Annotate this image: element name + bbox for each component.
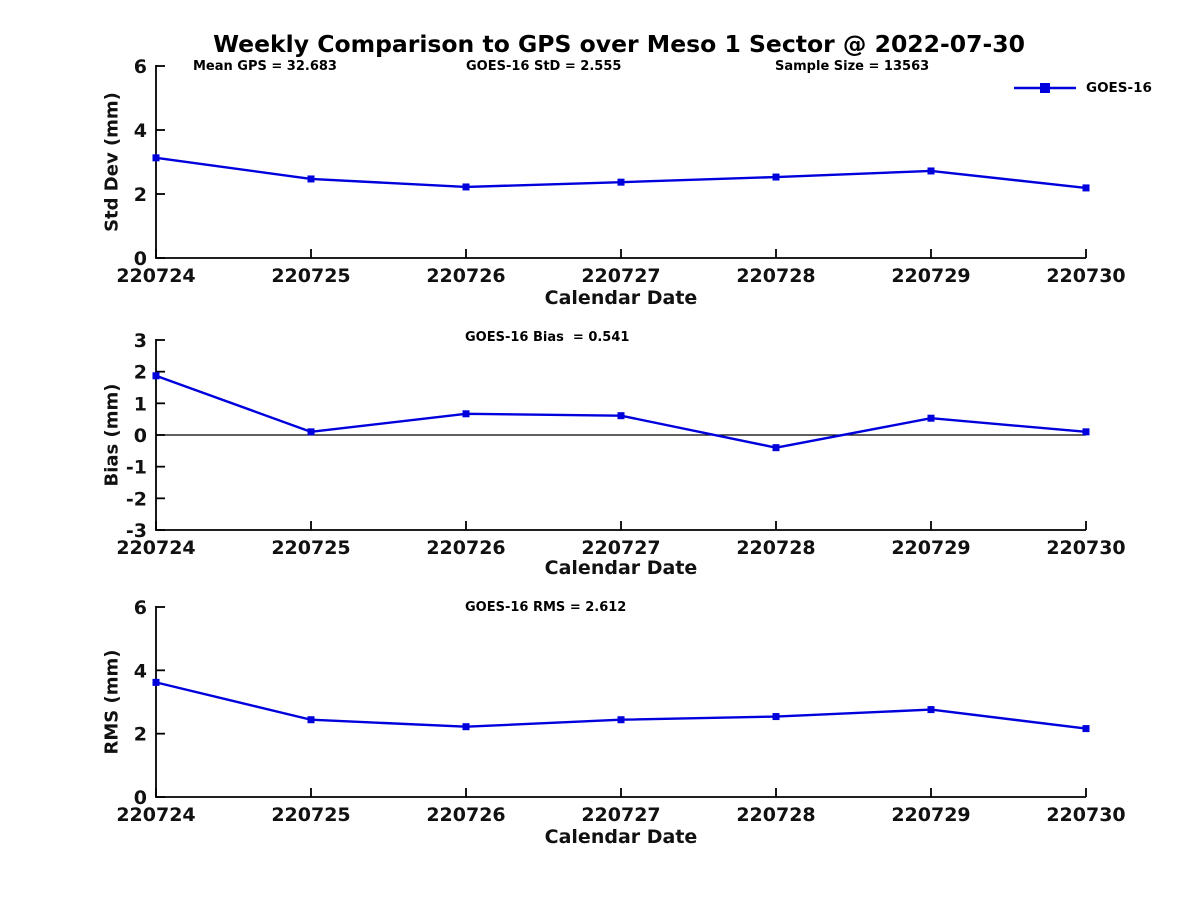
y-tick-label: 6 xyxy=(134,56,147,78)
y-tick-label: 6 xyxy=(134,597,147,619)
y-axis-label-bias: Bias (mm) xyxy=(101,383,123,487)
data-point-marker xyxy=(927,414,935,422)
data-point-marker xyxy=(772,173,780,181)
data-point-marker xyxy=(307,716,315,724)
y-tick-label: 1 xyxy=(134,393,147,415)
x-tick-label: 220725 xyxy=(271,265,350,287)
x-tick-label: 220726 xyxy=(426,265,505,287)
y-tick-label: 3 xyxy=(134,330,147,352)
x-tick-label: 220726 xyxy=(426,804,505,826)
y-tick-label: -1 xyxy=(126,457,147,479)
data-point-marker xyxy=(462,183,470,191)
x-tick-label: 220729 xyxy=(891,265,970,287)
x-tick-label: 220725 xyxy=(271,804,350,826)
axis xyxy=(155,65,1086,259)
data-point-marker xyxy=(617,716,625,724)
data-point-marker xyxy=(307,175,315,183)
y-tick-label: -2 xyxy=(126,488,147,510)
x-tick-label: 220729 xyxy=(891,537,970,559)
data-point-marker xyxy=(1082,428,1090,436)
axis xyxy=(155,606,1086,798)
y-tick-label: 2 xyxy=(134,724,147,746)
x-tick-label: 220727 xyxy=(581,804,660,826)
x-tick-label: 220730 xyxy=(1046,265,1125,287)
legend: GOES-16 xyxy=(1013,80,1152,96)
data-point-marker xyxy=(462,723,470,731)
x-tick-label: 220724 xyxy=(116,537,195,559)
y-tick-label: 4 xyxy=(134,120,147,142)
data-point-marker xyxy=(152,678,160,686)
y-tick-label: 2 xyxy=(134,184,147,206)
x-tick-label: 220727 xyxy=(581,537,660,559)
y-axis-label-std-dev: Std Dev (mm) xyxy=(101,92,123,232)
y-tick-label: 0 xyxy=(134,787,147,809)
x-tick-label: 220730 xyxy=(1046,804,1125,826)
y-tick-label: -3 xyxy=(126,520,147,542)
x-axis-label-calendar-date-2: Calendar Date xyxy=(544,557,698,579)
x-tick-label: 220724 xyxy=(116,265,195,287)
data-point-marker xyxy=(1082,725,1090,733)
legend-label: GOES-16 xyxy=(1086,80,1152,96)
x-tick-label: 220730 xyxy=(1046,537,1125,559)
x-tick-label: 220725 xyxy=(271,537,350,559)
data-point-marker xyxy=(927,167,935,175)
data-point-marker xyxy=(772,444,780,452)
x-tick-label: 220728 xyxy=(736,537,815,559)
y-tick-label: 0 xyxy=(134,425,147,447)
data-point-marker xyxy=(462,410,470,418)
y-tick-label: 0 xyxy=(134,248,147,270)
chart-title: Weekly Comparison to GPS over Meso 1 Sec… xyxy=(213,30,1025,58)
x-tick-label: 220729 xyxy=(891,804,970,826)
annotation-sample-size: Sample Size = 13563 xyxy=(775,59,930,74)
series-line xyxy=(155,374,1087,449)
data-point-marker xyxy=(617,178,625,186)
x-tick-label: 220728 xyxy=(736,804,815,826)
data-point-marker xyxy=(927,706,935,714)
data-point-marker xyxy=(152,154,160,162)
x-tick-label: 220728 xyxy=(736,265,815,287)
annotation-goes16-rms: GOES-16 RMS = 2.612 xyxy=(465,600,627,615)
data-point-marker xyxy=(307,428,315,436)
data-point-marker xyxy=(1082,184,1090,192)
data-point-marker xyxy=(772,713,780,721)
y-tick-label: 2 xyxy=(134,362,147,384)
annotation-mean-gps: Mean GPS = 32.683 xyxy=(193,59,337,74)
y-axis-label-rms: RMS (mm) xyxy=(101,649,123,755)
annotation-goes16-bias: GOES-16 Bias = 0.541 xyxy=(465,330,630,345)
data-point-marker xyxy=(152,372,160,380)
x-tick-label: 220727 xyxy=(581,265,660,287)
x-tick-label: 220724 xyxy=(116,804,195,826)
legend-line-marker-icon xyxy=(1014,83,1076,93)
y-tick-label: 4 xyxy=(134,660,147,682)
x-tick-label: 220726 xyxy=(426,537,505,559)
annotation-goes16-std: GOES-16 StD = 2.555 xyxy=(466,59,622,74)
data-point-marker xyxy=(617,412,625,420)
x-axis-label-calendar-date-3: Calendar Date xyxy=(544,826,698,848)
x-axis-label-calendar-date-1: Calendar Date xyxy=(544,287,698,309)
